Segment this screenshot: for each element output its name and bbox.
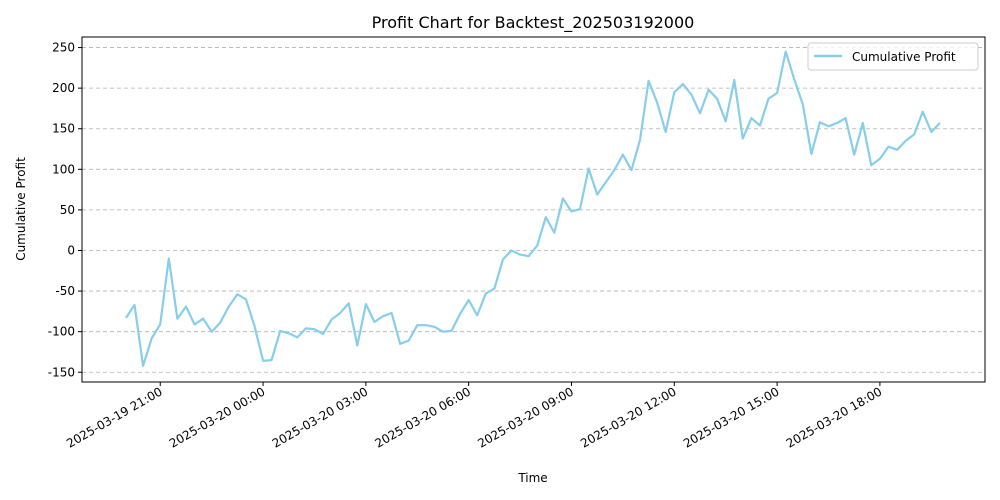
series-line-cumulative-profit [125, 50, 941, 367]
y-tick-label: 250 [52, 41, 75, 55]
x-tick-label: 2025-03-20 15:00 [681, 384, 782, 450]
legend-box [807, 42, 979, 71]
y-tick-label: -50 [55, 284, 75, 298]
y-tick-label: 150 [52, 122, 75, 136]
x-tick-label: 2025-03-20 09:00 [475, 384, 576, 450]
chart-title: Profit Chart for Backtest_202503192000 [372, 13, 695, 33]
y-tick-label: -150 [48, 365, 75, 379]
y-tick-label: 50 [60, 203, 75, 217]
series-layer [125, 50, 941, 367]
x-axis-ticks: 2025-03-19 21:00 2025-03-20 00:00 2025-03-… [64, 382, 884, 451]
x-tick-label: 2025-03-20 12:00 [578, 384, 679, 450]
legend: Cumulative Profit [807, 42, 979, 71]
x-tick-label: 2025-03-20 06:00 [373, 384, 474, 450]
y-axis-ticks: -150 -100 -50 0 50 100 150 200 250 [48, 41, 82, 379]
x-tick-label: 2025-03-20 00:00 [167, 384, 268, 450]
y-tick-label: -100 [48, 325, 75, 339]
y-tick-label: 200 [52, 81, 75, 95]
y-tick-label: 100 [52, 162, 75, 176]
y-axis-label: Cumulative Profit [14, 157, 28, 261]
x-tick-label: 2025-03-20 18:00 [784, 384, 885, 450]
y-tick-label: 0 [67, 243, 75, 257]
plot-area-frame [81, 36, 986, 383]
legend-entry-cumulative-profit: Cumulative Profit [852, 50, 956, 64]
grid-lines [82, 47, 985, 373]
x-axis-label: Time [517, 471, 547, 485]
x-tick-label: 2025-03-19 21:00 [64, 384, 165, 450]
x-tick-label: 2025-03-20 03:00 [270, 384, 371, 450]
